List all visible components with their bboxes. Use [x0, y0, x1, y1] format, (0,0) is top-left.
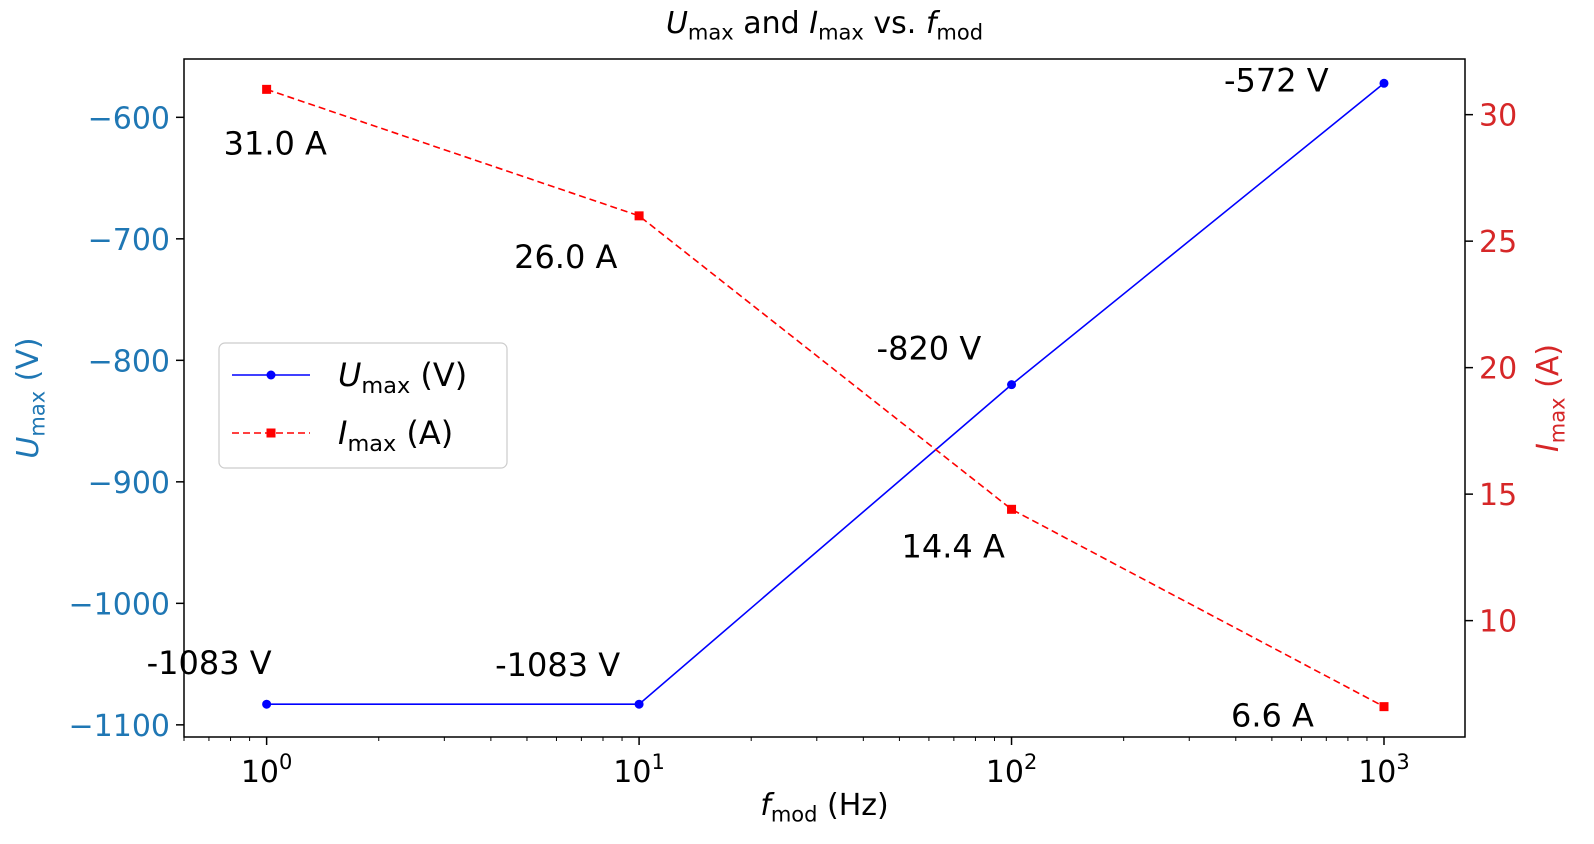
y-right-tick-label: 10: [1479, 605, 1517, 640]
data-label: 26.0 A: [514, 238, 617, 276]
y-axis-right: 10 15 20 25 30 Imax (A): [1465, 99, 1570, 640]
legend-marker: [266, 370, 276, 380]
series-0-point: [1007, 380, 1017, 390]
series-1-point: [1379, 702, 1389, 712]
data-label: -1083 V: [495, 646, 620, 684]
data-label: 6.6 A: [1231, 697, 1314, 735]
x-axis-label: fmod (Hz): [760, 788, 888, 827]
series-line-1: [266, 88, 1385, 708]
y-right-tick-label: 20: [1479, 352, 1517, 387]
y-left-tick-label: −1100: [69, 709, 170, 744]
data-label: -572 V: [1224, 61, 1329, 99]
y-left-tick-label: −600: [88, 101, 170, 136]
series-0-point: [1379, 78, 1389, 88]
series-1-point: [262, 84, 272, 94]
legend: Umax (V) Imax (A): [218, 342, 508, 469]
y-left-tick-label: −1000: [69, 587, 170, 622]
x-tick-label: 103: [1358, 750, 1410, 790]
series-0-point: [262, 699, 272, 709]
y-left-tick-label: −700: [88, 223, 170, 258]
legend-label: Umax (V): [338, 356, 467, 399]
plot-frame: [183, 58, 1466, 738]
y-axis-left: −600 −700 −800 −900 −1000 −1100 Umax (V): [11, 101, 184, 744]
y-left-axis-label: Umax (V): [11, 337, 50, 458]
x-tick-label: 100: [241, 750, 293, 790]
chart-title-text: Umax and Imax vs. fmod: [666, 6, 983, 45]
data-label: 14.4 A: [902, 527, 1005, 565]
data-label: -820 V: [877, 330, 982, 368]
legend-marker: [266, 428, 276, 438]
y-left-tick-label: −800: [88, 344, 170, 379]
y-left-tick-label: −900: [88, 466, 170, 501]
x-axis: 100 101 102 103 fmod (Hz): [183, 737, 1410, 827]
series-1-point: [1007, 504, 1017, 514]
x-tick-label: 102: [986, 750, 1038, 790]
series-1-point: [634, 211, 644, 221]
x-tick-label: 101: [613, 750, 665, 790]
legend-label: Imax (A): [338, 414, 453, 457]
series-line-0: [266, 82, 1385, 705]
data-label: 31.0 A: [224, 124, 327, 162]
data-label: -1083 V: [147, 644, 272, 682]
series-group: [262, 78, 1389, 712]
series-0-point: [634, 699, 644, 709]
y-right-tick-label: 25: [1479, 225, 1517, 260]
y-right-tick-label: 30: [1479, 99, 1517, 134]
data-labels: -1083 V -1083 V -820 V -572 V 31.0 A 26.0 A 14…: [147, 61, 1329, 734]
y-right-axis-label: Imax (A): [1531, 344, 1570, 452]
chart-title: Umax and Imax vs. fmod: [666, 6, 983, 45]
y-right-tick-label: 15: [1479, 478, 1517, 513]
